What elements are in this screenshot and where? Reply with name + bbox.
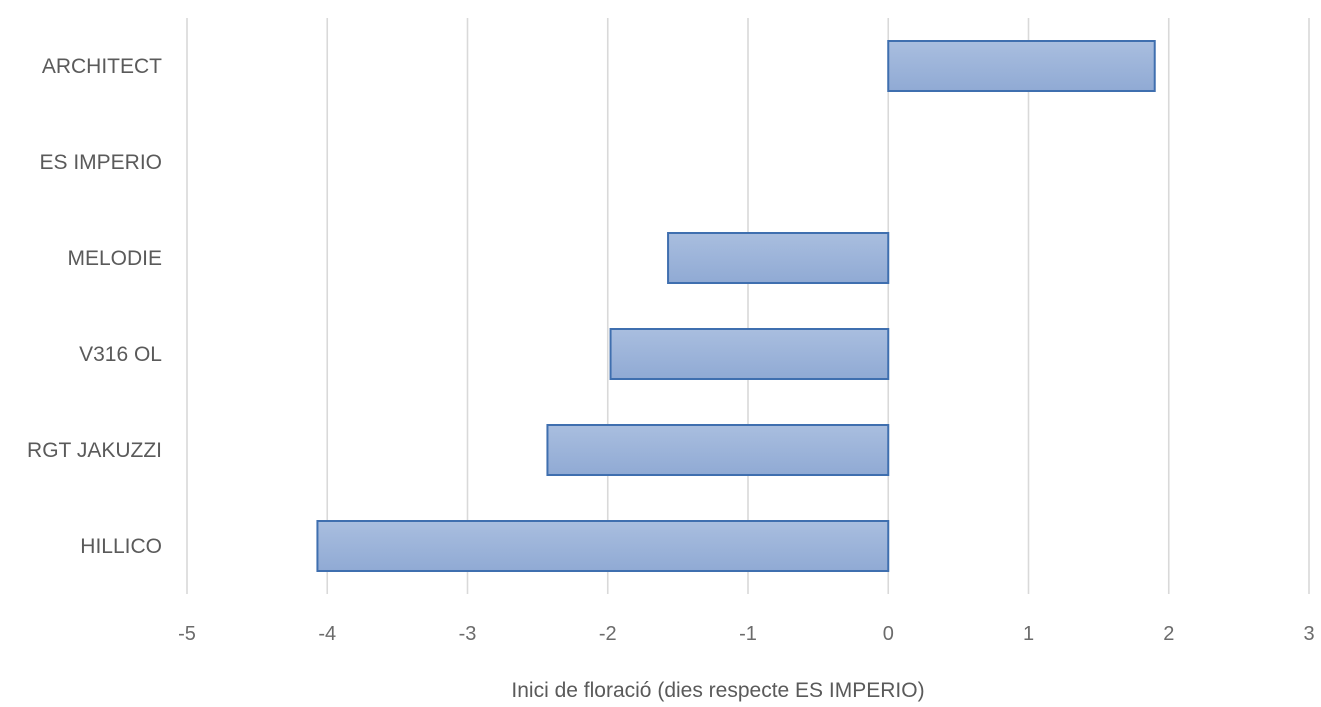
x-tick-label: 0	[883, 623, 894, 645]
x-tick-label: 2	[1163, 623, 1174, 645]
x-tick-label: -5	[178, 623, 196, 645]
x-tick-label: 1	[1023, 623, 1034, 645]
x-axis-title: Inici de floració (dies respecte ES IMPE…	[511, 679, 924, 702]
bar-rgt-jakuzzi	[546, 424, 890, 476]
x-tick-label: -1	[739, 623, 757, 645]
category-label: ARCHITECT	[42, 55, 162, 78]
category-label: V316 OL	[79, 343, 162, 366]
category-labels: ARCHITECT ES IMPERIO MELODIE V316 OL RGT JAK…	[27, 55, 162, 558]
x-tick-label: -3	[459, 623, 477, 645]
x-tick-label: -4	[318, 623, 336, 645]
x-tick-label: -2	[599, 623, 617, 645]
category-label: HILLICO	[80, 535, 162, 558]
bar-hillico	[316, 520, 890, 572]
bar-melodie	[667, 232, 890, 284]
gridlines	[186, 18, 1310, 594]
category-label: RGT JAKUZZI	[27, 439, 162, 462]
x-tick-label: 3	[1303, 623, 1314, 645]
category-label: MELODIE	[67, 247, 162, 270]
bar-v316-ol	[609, 328, 890, 380]
x-tick-labels: -5 -4 -3 -2 -1 0 1 2 3	[178, 623, 1314, 645]
category-label: ES IMPERIO	[39, 151, 162, 174]
bar-architect	[887, 40, 1156, 92]
bars	[316, 40, 1156, 572]
